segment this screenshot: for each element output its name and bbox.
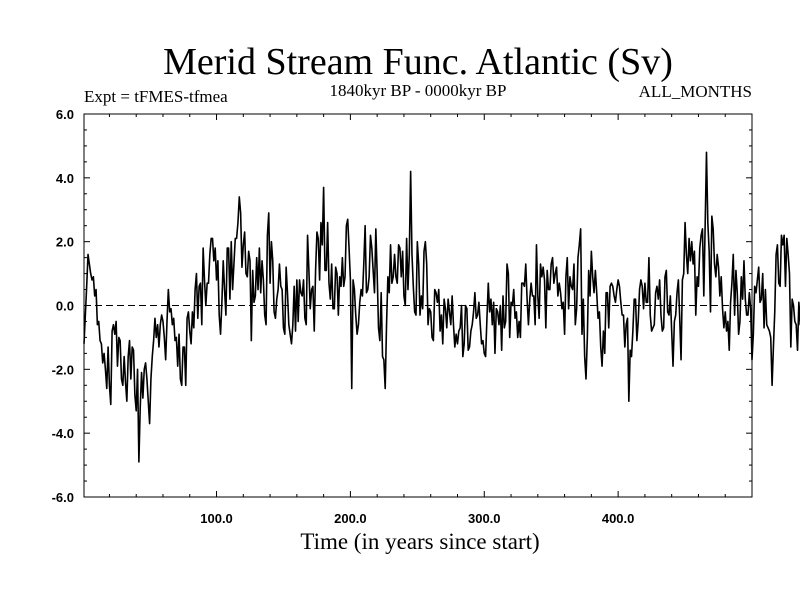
chart-title: Merid Stream Func. Atlantic (Sv) [163, 41, 673, 83]
y-tick-label: -4.0 [52, 426, 74, 441]
y-tick-label: 0.0 [56, 299, 74, 314]
y-tick-label: 6.0 [56, 107, 74, 122]
y-tick-label: -6.0 [52, 490, 74, 505]
y-tick-label: 2.0 [56, 235, 74, 250]
chart-subtitle-center: 1840kyr BP - 0000kyr BP [330, 81, 507, 100]
x-tick-label: 300.0 [468, 511, 501, 526]
data-series-line [83, 151, 800, 463]
chart-subtitle-left: Expt = tFMES-tfmea [84, 87, 228, 106]
x-axis-title: Time (in years since start) [300, 529, 539, 554]
plot-layer: -6.0 -4.0 -2.0 0.0 2.0 4.0 6.0 100.0 200.0 300.0 4… [52, 107, 800, 526]
chart-subtitle-right: ALL_MONTHS [639, 82, 752, 101]
x-tick-label: 200.0 [334, 511, 367, 526]
x-tick-label: 400.0 [602, 511, 635, 526]
y-tick-label: -2.0 [52, 362, 74, 377]
y-tick-label: 4.0 [56, 171, 74, 186]
x-tick-label: 100.0 [200, 511, 233, 526]
